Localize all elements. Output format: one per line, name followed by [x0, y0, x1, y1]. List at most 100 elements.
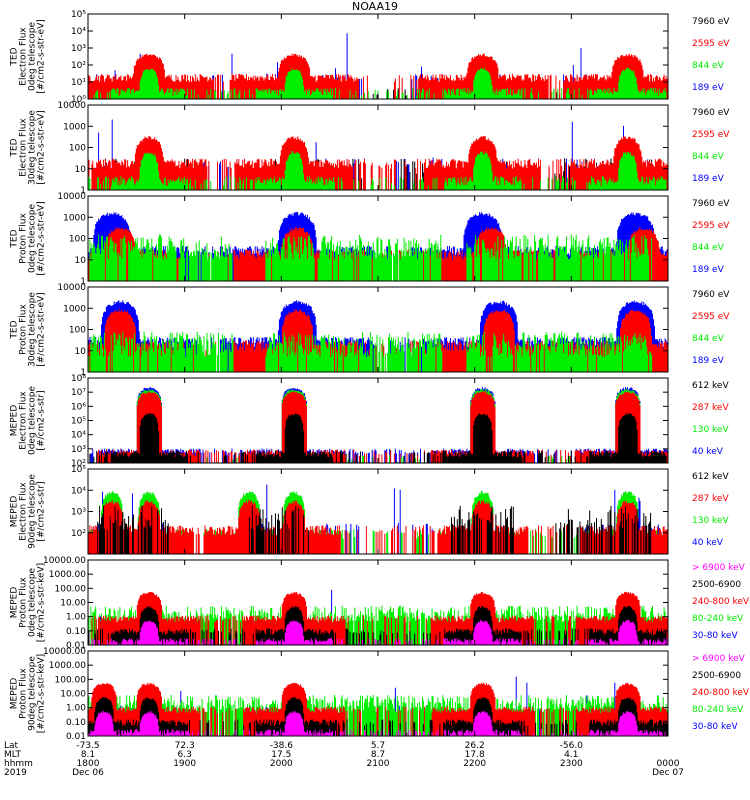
- legend-entry: 612 keV: [692, 381, 729, 391]
- y-axis-label-line: 0deg telescope: [28, 568, 38, 638]
- y-axis-label-line: 90deg telescope: [28, 656, 38, 731]
- legend-entry: 7960 eV: [692, 290, 730, 300]
- series-5-4: [89, 412, 667, 463]
- y-tick-label: 1000: [63, 304, 86, 314]
- series-marks: [87, 234, 653, 281]
- legend-entry: 287 keV: [692, 403, 729, 413]
- y-tick-label: 0.01: [66, 641, 86, 651]
- y-tick-label: 10: [75, 347, 87, 357]
- y-axis-label-line: MEPED: [10, 678, 20, 710]
- y-tick-label: 10000: [57, 101, 86, 111]
- y-axis-label-line: Electron Flux: [19, 391, 29, 450]
- y-axis-label-line: [#/cm2-s-str-keV]: [37, 563, 47, 642]
- y-tick-label: 10⁸: [71, 374, 86, 384]
- y-tick-label: 10000: [57, 192, 86, 202]
- legend-entry: 130 keV: [692, 425, 729, 435]
- y-axis-label: TEDProton Flux0deg telescope[#/cm2-s-str…: [10, 201, 47, 276]
- y-axis-label: MEPEDElectron Flux90deg telescope[#/cm2-…: [10, 474, 47, 549]
- y-tick-label: 10⁵: [71, 417, 86, 427]
- panel-2: 1 10 100 1000 10000 TEDElectron Flux30deg tel…: [10, 101, 731, 196]
- series-6-4: [97, 505, 652, 554]
- panel-3: 1 10 100 1000 10000 TEDProton Flux0deg telesc…: [10, 192, 731, 287]
- y-axis-label-line: TED: [10, 138, 20, 157]
- legend-entry: 240-800 keV: [692, 688, 750, 698]
- y-axis-label-line: TED: [10, 320, 20, 339]
- x-row-label: MLT: [4, 750, 22, 760]
- y-tick-label: 1000: [63, 122, 86, 132]
- legend-entry: 189 eV: [692, 265, 725, 275]
- x-tick-label-mlt: 8.7: [371, 750, 385, 760]
- series-marks: [93, 67, 667, 99]
- y-axis-label-line: Proton Flux: [19, 577, 29, 628]
- series-marks: [88, 331, 653, 372]
- series-4-4: [88, 331, 653, 372]
- y-tick-label: 10000: [57, 283, 86, 293]
- series-7-5: [91, 619, 668, 645]
- y-axis-label-line: [#/cm2-s-str-eV]: [37, 110, 47, 185]
- y-tick-label: 10⁵: [71, 465, 86, 475]
- x-tick-label-date: Dec 07: [652, 768, 684, 778]
- panel-1: 10⁰ 10¹ 10² 10³ 10⁴ 10⁵ TEDElectron Flux0deg t…: [10, 10, 731, 105]
- legend-entry: 844 eV: [692, 61, 725, 71]
- legend-entry: 2595 eV: [692, 130, 730, 140]
- legend-entry: 844 eV: [692, 334, 725, 344]
- legend-entry: 2595 eV: [692, 312, 730, 322]
- legend-entry: 2500-6900: [692, 580, 741, 590]
- y-axis-label: MEPEDProton Flux0deg telescope[#/cm2-s-s…: [10, 563, 47, 642]
- legend-entry: 2500-6900: [692, 671, 741, 681]
- y-axis-label-line: Proton Flux: [19, 304, 29, 355]
- y-tick-label: 10²: [71, 61, 86, 71]
- y-tick-label: 1: [80, 186, 86, 196]
- y-tick-label: 10⁵: [71, 10, 86, 20]
- y-tick-label: 10000.00: [43, 556, 86, 566]
- y-tick-label: 100: [69, 326, 86, 336]
- y-tick-label: 1: [80, 277, 86, 287]
- y-axis-label-line: TED: [10, 47, 20, 66]
- y-tick-label: 100: [69, 144, 86, 154]
- y-tick-label: 10⁴: [71, 27, 86, 37]
- y-axis-label: TEDElectron Flux0deg telescope[#/cm2-s-s…: [10, 19, 47, 94]
- y-tick-label: 0.10: [66, 627, 86, 637]
- y-tick-label: 10⁷: [71, 388, 86, 398]
- x-row-label: hhmm: [4, 759, 33, 769]
- legend-entry: 189 eV: [692, 83, 725, 93]
- x-tick-label-date: Dec 06: [72, 768, 104, 778]
- legend-entry: 7960 eV: [692, 108, 730, 118]
- y-tick-label: 0.10: [66, 718, 86, 728]
- legend-entry: 80-240 keV: [692, 614, 744, 624]
- x-tick-label-hhmm: 1800: [77, 759, 100, 769]
- x-tick-label-lat: 26.2: [465, 741, 485, 751]
- legend-entry: 130 keV: [692, 516, 729, 526]
- y-axis-label-line: [#/cm2-s-str-eV]: [37, 19, 47, 94]
- y-tick-label: 10.00: [60, 690, 86, 700]
- x-tick-label-hhmm: 1900: [173, 759, 196, 769]
- legend-entry: > 6900 keV: [692, 654, 746, 664]
- legend-entry: 844 eV: [692, 152, 725, 162]
- y-axis-label: TEDProton Flux30deg telescope[#/cm2-s-st…: [10, 292, 47, 367]
- y-tick-label: 10³: [71, 44, 86, 54]
- y-axis-label-line: TED: [10, 229, 20, 248]
- y-tick-label: 100.00: [55, 584, 87, 594]
- x-row-label: 2019: [4, 768, 27, 778]
- x-tick-label-mlt: 4.1: [564, 750, 578, 760]
- legend-entry: 844 eV: [692, 243, 725, 253]
- y-axis-label-line: Electron Flux: [19, 118, 29, 177]
- y-axis-label-line: [#/cm2-s-str]: [37, 481, 47, 541]
- x-tick-label-mlt: 8.1: [81, 750, 95, 760]
- series-marks: [91, 619, 668, 645]
- series-1-4: [93, 67, 667, 99]
- y-tick-label: 10⁰: [71, 95, 86, 105]
- y-axis-label: MEPEDProton Flux90deg telescope[#/cm2-s-…: [10, 654, 47, 733]
- x-tick-label-mlt: 17.5: [271, 750, 291, 760]
- y-axis-label-line: 0deg telescope: [28, 204, 38, 274]
- x-tick-label-hhmm: 2000: [270, 759, 293, 769]
- figure-title: NOAA19: [352, 0, 398, 13]
- x-row-label: Lat: [4, 741, 19, 751]
- legend-entry: > 6900 keV: [692, 563, 746, 573]
- y-axis-label-line: 30deg telescope: [28, 292, 38, 367]
- legend-entry: 30-80 keV: [692, 722, 738, 732]
- legend-entry: 189 eV: [692, 174, 725, 184]
- y-tick-label: 100.00: [55, 675, 87, 685]
